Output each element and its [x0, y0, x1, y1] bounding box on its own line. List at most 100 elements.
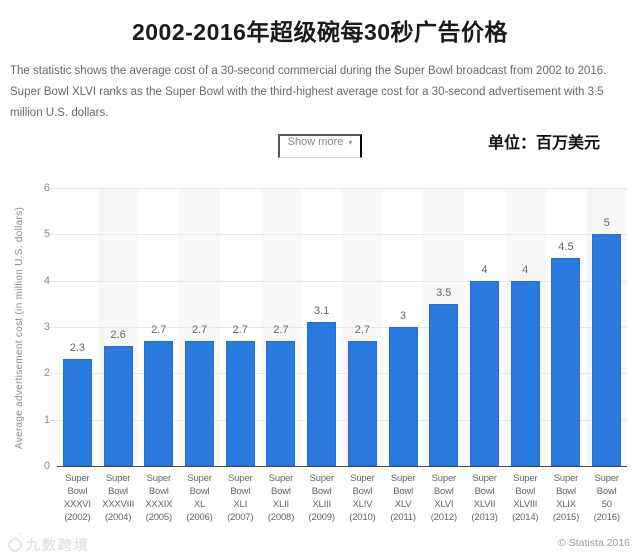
x-axis-label-line: Bowl	[271, 486, 291, 497]
gridline	[50, 280, 627, 282]
x-axis-label-line: XLIX	[556, 499, 576, 510]
y-tick-label: 0	[43, 460, 50, 472]
x-axis-category-label: Super Bowl XLI (2007)	[220, 472, 261, 524]
x-axis-label-line: XLV	[394, 499, 412, 510]
bar	[592, 234, 622, 466]
bar	[103, 345, 133, 466]
chevron-down-icon: ▾	[348, 137, 353, 147]
bar	[429, 303, 459, 466]
x-axis-label-line: Bowl	[393, 486, 413, 497]
bar-value-label: 3.1	[313, 305, 330, 318]
x-axis-category-label: Super Bowl XLVII (2013)	[464, 472, 505, 524]
x-axis-label-line: Bowl	[67, 486, 88, 497]
x-axis-label-line: Super	[146, 473, 172, 484]
bar-value-label: 2.7	[151, 323, 167, 336]
statista-credit: © Statista 2016	[558, 537, 630, 549]
x-axis-label-line: (2002)	[64, 512, 91, 523]
x-axis-label-line: XLIV	[352, 499, 373, 510]
x-axis-label-line: (2004)	[104, 512, 132, 523]
bar	[388, 327, 418, 466]
y-tick-label: 1	[43, 413, 50, 426]
show-more-button[interactable]: Show more ▾	[278, 134, 362, 158]
x-axis-label-line: (2011)	[390, 512, 416, 523]
x-axis-label-line: (2010)	[349, 512, 376, 523]
x-axis-label-line: (2008)	[267, 512, 295, 523]
watermark-logo-icon	[8, 531, 23, 552]
x-axis-label-line: Super	[65, 473, 90, 484]
x-axis-label-line: XLVII	[473, 499, 496, 510]
y-tick-label: 6	[43, 182, 50, 194]
x-axis-label-line: Bowl	[433, 486, 454, 497]
bar-value-label: 2.3	[69, 342, 85, 355]
y-tick-label: 3	[43, 321, 50, 333]
bar	[551, 257, 581, 466]
x-axis-category-label: Super Bowl XXXVI (2002)	[57, 472, 98, 524]
x-axis-label-line: Super	[187, 473, 212, 484]
watermark-text: 九数跨境	[26, 537, 90, 553]
x-axis-label-line: 50	[601, 499, 612, 510]
bar	[225, 340, 255, 466]
bar	[185, 340, 214, 466]
bar-value-label: 3	[399, 310, 407, 322]
gridline	[50, 327, 627, 328]
y-axis-ticks: 0 1 2 3 4 5 6	[26, 182, 50, 472]
x-axis-label-line: Bowl	[230, 486, 251, 497]
x-axis-label-line: Bowl	[474, 486, 495, 497]
bar-value-label: 4	[522, 263, 529, 276]
x-axis-category-label: Super Bowl XXXIX (2005)	[138, 472, 179, 524]
x-axis-label-line: Bowl	[108, 486, 128, 497]
x-axis-category-label: Super Bowl XLV (2011)	[383, 472, 424, 524]
page-title: 2002-2016年超级碗每30秒广告价格	[131, 19, 509, 45]
x-axis-label-line: (2014)	[512, 512, 539, 523]
x-axis-category-label: Super Bowl XLIX (2015)	[546, 472, 587, 524]
gridline	[50, 419, 627, 421]
plot-area: 2.3 2.6 2.7 2.7 2.7 2.7 3.1 2.7 3 3.5 4 4 4.5 5	[50, 188, 627, 467]
x-axis-label-line: Bowl	[311, 486, 332, 497]
x-axis-category-label: Super Bowl XXXVIII (2004)	[98, 472, 139, 524]
x-axis-label-line: Super	[431, 473, 457, 484]
x-axis-label-line: Super	[390, 473, 416, 484]
chart-description: The statistic shows the average cost of …	[10, 65, 607, 119]
x-axis-label-line: XLVI	[434, 499, 454, 510]
x-axis-label-line: Bowl	[189, 486, 210, 497]
bar	[347, 340, 377, 466]
bar-value-label: 2.7	[273, 323, 289, 336]
x-axis-label-line: Super	[513, 473, 538, 484]
x-axis-label-line: XXXIX	[145, 499, 173, 510]
show-more-label: Show more	[287, 136, 344, 148]
bar	[470, 280, 499, 466]
x-axis-category-label: Super Bowl XLIV (2010)	[342, 472, 383, 524]
bar	[266, 340, 296, 466]
x-axis-label-line: (2013)	[471, 512, 498, 523]
y-tick-label: 2	[43, 367, 50, 380]
x-axis-label-line: (2009)	[308, 512, 335, 523]
bar-value-label: 5	[603, 217, 610, 230]
y-tick-label: 4	[43, 274, 50, 287]
x-axis-category-label: Super Bowl XLII (2008)	[261, 472, 302, 524]
bar-value-label: 2.7	[232, 323, 248, 336]
bar-value-label: 2.7	[354, 323, 370, 336]
x-axis-label-line: XXXVIII	[102, 499, 135, 510]
unit-label: 单位：百万美元	[487, 135, 600, 152]
x-axis-label-line: Super	[309, 473, 334, 484]
x-axis-label-line: Super	[553, 473, 579, 484]
watermark: 九数跨境	[8, 531, 90, 555]
x-axis-label-line: Bowl	[352, 486, 373, 497]
bar	[510, 280, 540, 466]
gridline	[50, 373, 627, 375]
bar	[307, 322, 337, 466]
x-axis-label-line: Super	[268, 473, 294, 484]
bar	[144, 340, 174, 466]
x-axis-label-line: Bowl	[515, 486, 536, 497]
bar-value-label: 3.5	[436, 286, 452, 299]
x-axis-label-line: Super	[594, 473, 620, 484]
x-axis-category-label: Super Bowl XLIII (2009)	[301, 472, 342, 524]
x-axis-label-line: (2006)	[186, 512, 213, 523]
x-axis-label-line: (2005)	[145, 512, 172, 523]
x-axis-label-line: Super	[472, 473, 497, 484]
x-axis-label-line: (2007)	[227, 512, 254, 523]
x-axis-label-line: XXXVI	[63, 499, 91, 510]
x-axis-label-line: Bowl	[596, 486, 617, 497]
x-axis-category-label: Super Bowl XL (2006)	[179, 472, 220, 524]
